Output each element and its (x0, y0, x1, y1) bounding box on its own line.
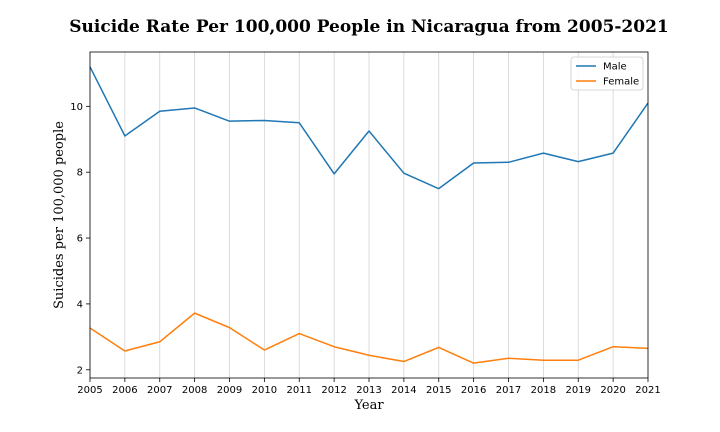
data-point-female (403, 360, 405, 362)
data-point-female (298, 332, 300, 334)
data-point-female (193, 312, 195, 314)
series-lines (89, 66, 649, 364)
x-tick-label: 2006 (112, 385, 137, 396)
series-line-male (89, 66, 649, 190)
data-point-male (124, 135, 126, 137)
data-point-male (542, 152, 544, 154)
data-point-female (612, 346, 614, 348)
x-tick-label: 2021 (635, 385, 660, 396)
y-tick-label: 8 (77, 168, 83, 179)
data-point-male (193, 107, 195, 109)
series-line-female (89, 312, 649, 364)
x-tick-label: 2016 (461, 385, 486, 396)
x-tick-label: 2018 (531, 385, 556, 396)
x-tick-label: 2010 (252, 385, 277, 396)
x-tick-label: 2012 (321, 385, 346, 396)
data-point-male (368, 130, 370, 132)
data-point-female (228, 326, 230, 328)
x-axis-ticks: 2005 2006 2007 2008 2009 2010 2011 2012 2013 2014… (77, 378, 661, 396)
data-point-male (228, 120, 230, 122)
data-point-male (612, 152, 614, 154)
data-point-male (298, 122, 300, 124)
data-point-female (263, 349, 265, 351)
y-tick-label: 10 (70, 102, 83, 113)
data-point-female (124, 350, 126, 352)
y-tick-label: 6 (77, 234, 83, 245)
data-point-female (472, 362, 474, 364)
legend-label-female: Female (603, 77, 639, 88)
y-tick-label: 2 (77, 365, 83, 376)
x-tick-label: 2005 (77, 385, 102, 396)
x-tick-label: 2008 (182, 385, 207, 396)
data-point-female (542, 359, 544, 361)
legend-label-male: Male (603, 62, 627, 73)
x-tick-label: 2019 (566, 385, 591, 396)
x-tick-label: 2011 (287, 385, 312, 396)
y-tick-label: 4 (77, 299, 83, 310)
data-point-female (368, 354, 370, 356)
data-point-male (507, 161, 509, 163)
data-point-male (159, 110, 161, 112)
x-tick-label: 2007 (147, 385, 172, 396)
x-tick-label: 2009 (217, 385, 242, 396)
data-point-male (403, 172, 405, 174)
data-point-male (263, 119, 265, 121)
data-point-female (159, 341, 161, 343)
x-tick-label: 2017 (496, 385, 521, 396)
x-tick-label: 2015 (426, 385, 451, 396)
y-axis-ticks: 2 4 6 8 10 (70, 102, 90, 376)
chart-title: Suicide Rate Per 100,000 People in Nicar… (69, 17, 668, 37)
data-point-female (438, 346, 440, 348)
grid (89, 52, 649, 378)
data-point-male (577, 160, 579, 162)
x-tick-label: 2014 (391, 385, 416, 396)
data-point-male (333, 173, 335, 175)
data-point-female (333, 346, 335, 348)
data-point-male (438, 187, 440, 189)
x-tick-label: 2013 (356, 385, 381, 396)
x-tick-label: 2020 (600, 385, 625, 396)
y-axis-label: Suicides per 100,000 people (52, 121, 67, 309)
data-point-male (472, 162, 474, 164)
x-axis-label: Year (353, 398, 384, 413)
legend: Male Female (570, 56, 644, 91)
data-point-female (507, 357, 509, 359)
data-point-female (577, 359, 579, 361)
